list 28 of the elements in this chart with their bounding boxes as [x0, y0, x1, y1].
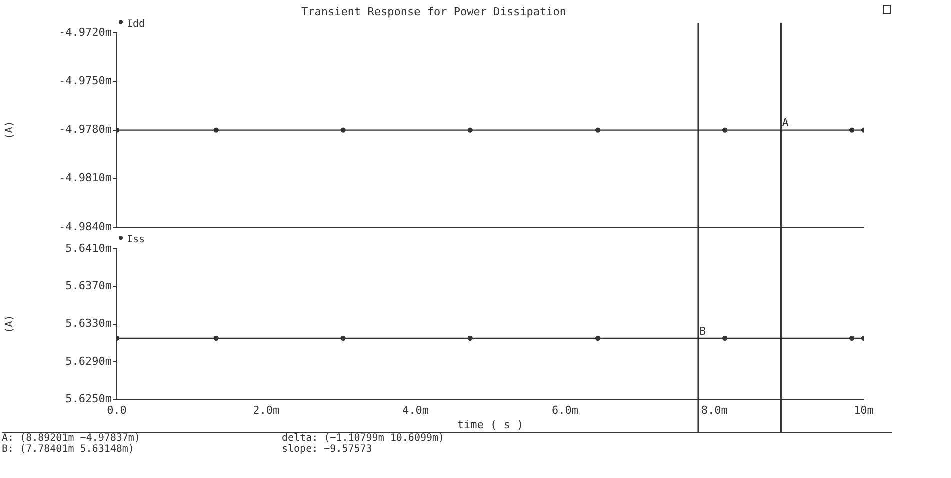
y-axis-title: (A)	[4, 315, 16, 334]
y-tick-label: -4.9810m	[59, 172, 112, 185]
x-tick-label: 0.0	[107, 404, 127, 418]
x-tick-label: 2.0m	[253, 404, 280, 418]
legend-label: Iss	[127, 234, 146, 246]
x-tick-label: 8.0m	[701, 404, 728, 418]
y-tick-label: 5.6250m	[66, 392, 112, 406]
chart-title: Transient Response for Power Dissipation	[302, 5, 566, 18]
x-tick-label: 6.0m	[552, 404, 579, 418]
text: slope: −9.57573	[282, 444, 374, 455]
x-tick-label: 10m	[854, 404, 874, 418]
x-tick-label: 4.0m	[402, 404, 430, 418]
y-tick-label: -4.9750m	[59, 74, 112, 88]
y-tick-label: -4.9780m	[59, 123, 112, 136]
text: delta: (−1.10799m 10.6099m)	[282, 433, 446, 444]
annotation: A	[782, 116, 790, 130]
legend-label: Idd	[127, 18, 146, 30]
y-tick-label: -4.9840m	[59, 220, 112, 234]
y-tick-label: 5.6330m	[66, 317, 112, 330]
x-axis-title: time ( s )	[457, 418, 524, 432]
y-axis-title: (A)	[4, 121, 16, 140]
y-tick-label: -4.9720m	[59, 26, 112, 40]
y-tick-label: 5.6410m	[66, 242, 112, 255]
text: B: (7.78401m 5.63148m)	[2, 444, 136, 455]
y-tick-label: 5.6370m	[66, 280, 112, 293]
y-tick-label: 5.6290m	[66, 354, 112, 368]
annotation: B	[699, 324, 706, 338]
text: A: (8.89201m −4.97837m)	[2, 433, 142, 444]
